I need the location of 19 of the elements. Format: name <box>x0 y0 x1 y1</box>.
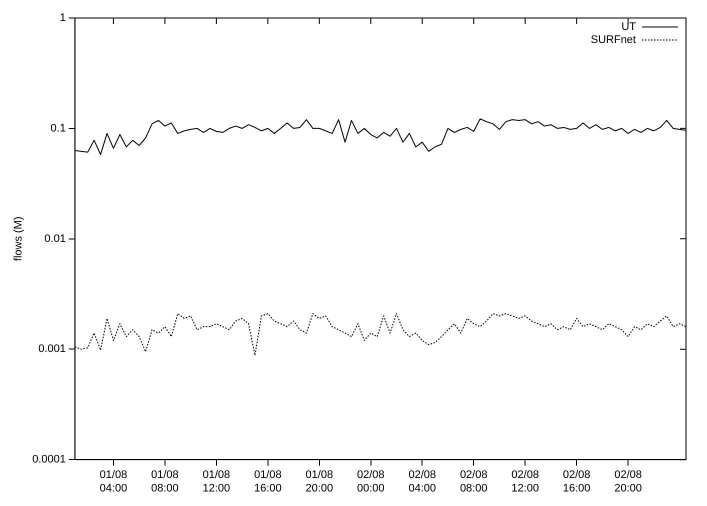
x-tick-label: 02/08 12:00 <box>511 469 539 494</box>
x-tick-label: 02/08 00:00 <box>357 469 385 494</box>
x-tick-label: 02/08 20:00 <box>614 469 642 494</box>
y-tick-label: 0.0001 <box>32 454 66 466</box>
y-tick-label: 0.1 <box>50 122 66 134</box>
x-tick-label: 01/08 16:00 <box>254 469 282 494</box>
legend-label: SURFnet <box>590 34 636 46</box>
x-tick-label: 01/08 08:00 <box>151 469 179 494</box>
y-axis-title: flows (M) <box>12 216 25 262</box>
y-tick-label: 1 <box>60 12 66 24</box>
x-tick-label: 01/08 12:00 <box>202 469 230 494</box>
x-tick-label: 02/08 08:00 <box>460 469 488 494</box>
x-tick-label: 02/08 16:00 <box>562 469 590 494</box>
y-tick-label: 0.01 <box>44 232 66 245</box>
legend-label: UT <box>621 21 636 34</box>
y-tick-label: 0.001 <box>38 343 66 356</box>
x-tick-label: 02/08 04:00 <box>408 469 436 494</box>
x-tick-label: 01/08 20:00 <box>306 469 334 494</box>
x-tick-label: 01/08 04:00 <box>100 469 128 494</box>
